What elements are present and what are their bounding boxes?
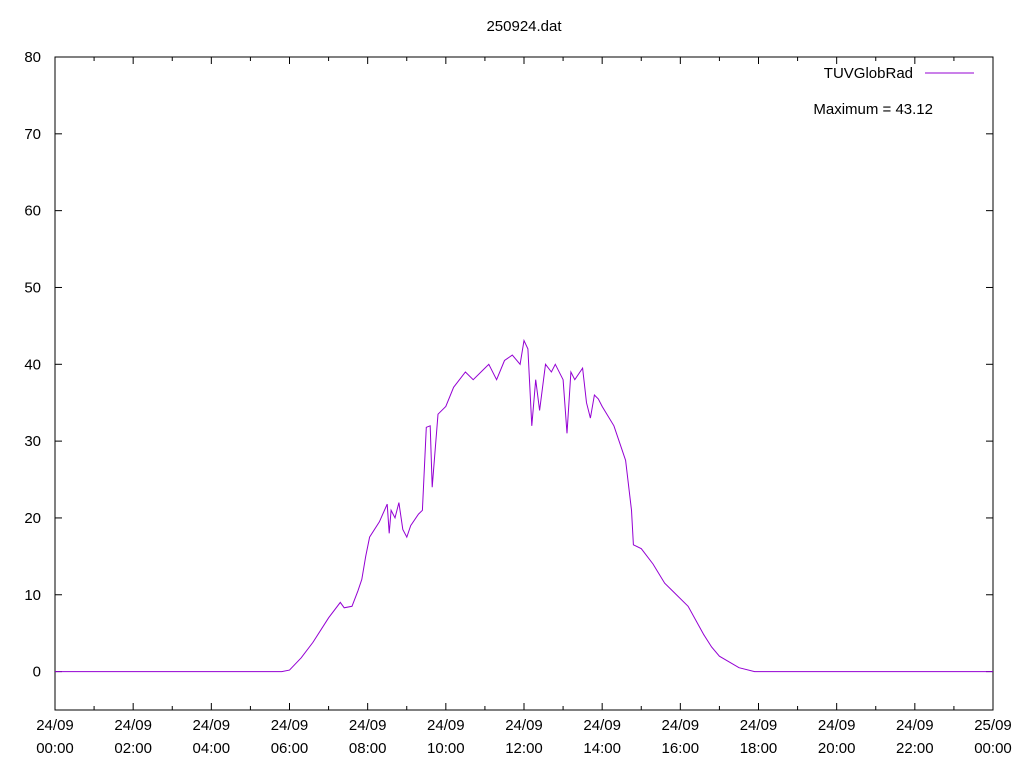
x-tick-label-date: 24/09: [36, 717, 74, 734]
y-tick-label: 10: [24, 587, 41, 604]
x-tick-label-date: 24/09: [349, 717, 387, 734]
x-tick-label-date: 24/09: [427, 717, 465, 734]
legend-label: TUVGlobRad: [824, 65, 913, 82]
x-tick-label-time: 22:00: [896, 740, 934, 757]
x-tick-label-date: 24/09: [662, 717, 700, 734]
series-line-tuvglobrad: [55, 338, 993, 673]
x-tick-label-date: 25/09: [974, 717, 1012, 734]
x-axis: 24/09 00:00 24/09 02:00 24/09 04:00 24/09 06:00…: [36, 57, 1012, 757]
x-tick-label-time: 14:00: [583, 740, 621, 757]
y-tick-label: 30: [24, 433, 41, 450]
x-tick-label-date: 24/09: [818, 717, 856, 734]
chart-title: 250924.dat: [486, 18, 562, 35]
y-tick-label: 40: [24, 356, 41, 373]
x-tick-label-date: 24/09: [740, 717, 778, 734]
plot-frame: [54, 56, 994, 711]
x-tick-label-time: 04:00: [193, 740, 231, 757]
x-tick-label-time: 02:00: [114, 740, 152, 757]
x-tick-label-time: 10:00: [427, 740, 465, 757]
y-tick-label: 20: [24, 510, 41, 527]
x-tick-label-time: 18:00: [740, 740, 778, 757]
x-tick-label-time: 16:00: [662, 740, 700, 757]
x-tick-label-date: 24/09: [583, 717, 621, 734]
x-tick-label-time: 08:00: [349, 740, 387, 757]
x-tick-label-date: 24/09: [193, 717, 231, 734]
y-tick-label: 0: [33, 664, 41, 681]
x-tick-label-date: 24/09: [896, 717, 934, 734]
x-tick-label-time: 00:00: [974, 740, 1012, 757]
x-tick-label-date: 24/09: [271, 717, 309, 734]
y-tick-label: 70: [24, 126, 41, 143]
max-annotation: Maximum = 43.12: [813, 101, 933, 118]
x-tick-label-date: 24/09: [505, 717, 543, 734]
x-tick-label-time: 06:00: [271, 740, 309, 757]
y-axis: 0 10 20 30 40 50 60 70 80: [24, 49, 993, 681]
x-tick-label-time: 00:00: [36, 740, 74, 757]
legend: TUVGlobRad: [824, 65, 974, 82]
y-tick-label: 80: [24, 49, 41, 66]
x-tick-label-time: 12:00: [505, 740, 543, 757]
y-tick-label: 50: [24, 279, 41, 296]
x-tick-label-time: 20:00: [818, 740, 856, 757]
x-tick-label-date: 24/09: [114, 717, 152, 734]
y-tick-label: 60: [24, 203, 41, 220]
